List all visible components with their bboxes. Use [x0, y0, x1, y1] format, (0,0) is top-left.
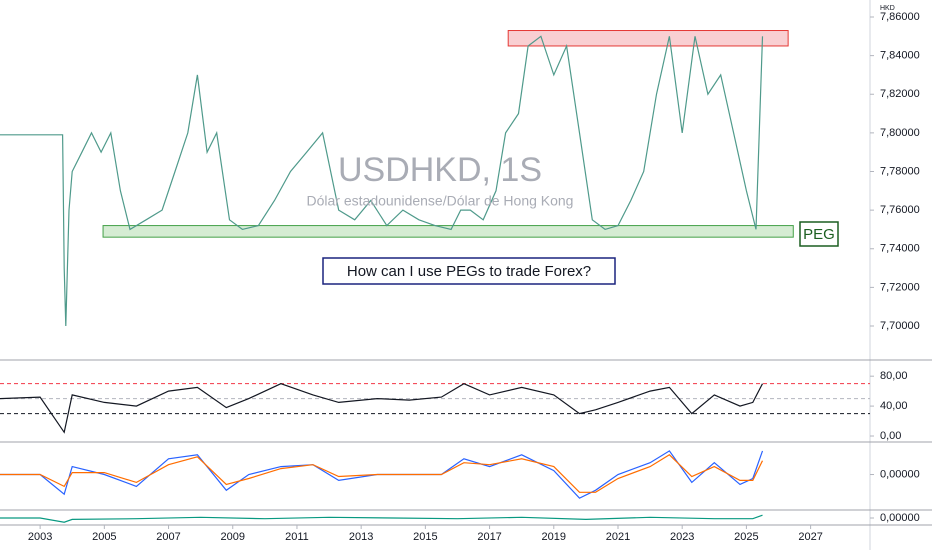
y-tick-label: 7,82000 — [880, 88, 920, 100]
y-tick-label: 7,84000 — [880, 50, 920, 62]
x-tick-label: 2021 — [606, 531, 630, 543]
x-tick-label: 2015 — [413, 531, 437, 543]
x-tick-label: 2023 — [670, 531, 694, 543]
y-tick-label: 80,00 — [880, 370, 908, 382]
y-tick-label: 7,70000 — [880, 320, 920, 332]
y-tick-label: 0,00 — [880, 430, 901, 442]
y-tick-label: 0,00000 — [880, 512, 920, 524]
zone — [102, 225, 794, 238]
x-tick-label: 2005 — [92, 531, 116, 543]
series-line — [0, 383, 764, 434]
x-tick-label: 2007 — [156, 531, 180, 543]
y-tick-label: 7,86000 — [880, 11, 920, 23]
chart-subtitle: Dólar estadounidense/Dólar de Hong Kong — [307, 193, 574, 209]
y-tick-label: 7,72000 — [880, 281, 920, 293]
series-line — [0, 514, 763, 523]
y-tick-label: 7,76000 — [880, 204, 920, 216]
annotation-box — [799, 221, 839, 247]
zone — [507, 30, 789, 47]
annotation-box — [322, 257, 616, 285]
y-tick-label: 7,74000 — [880, 243, 920, 255]
y-tick-label: 7,80000 — [880, 127, 920, 139]
annotation: How can I use PEGs to trade Forex? — [347, 263, 591, 280]
x-tick-label: 2013 — [349, 531, 373, 543]
chart-title: USDHKD, 1S — [338, 151, 542, 189]
x-tick-label: 2027 — [798, 531, 822, 543]
x-tick-label: 2025 — [734, 531, 758, 543]
x-tick-label: 2009 — [221, 531, 245, 543]
series-line — [0, 35, 764, 327]
series-line — [0, 454, 764, 493]
y-tick-label: 7,78000 — [880, 165, 920, 177]
x-tick-label: 2017 — [477, 531, 501, 543]
x-tick-label: 2003 — [28, 531, 52, 543]
y-tick-label: 40,00 — [880, 400, 908, 412]
unit-label: HKD — [880, 5, 895, 12]
annotation: PEG — [803, 226, 835, 243]
x-tick-label: 2011 — [285, 531, 309, 543]
y-tick-label: 0,00000 — [880, 468, 920, 480]
x-tick-label: 2019 — [542, 531, 566, 543]
